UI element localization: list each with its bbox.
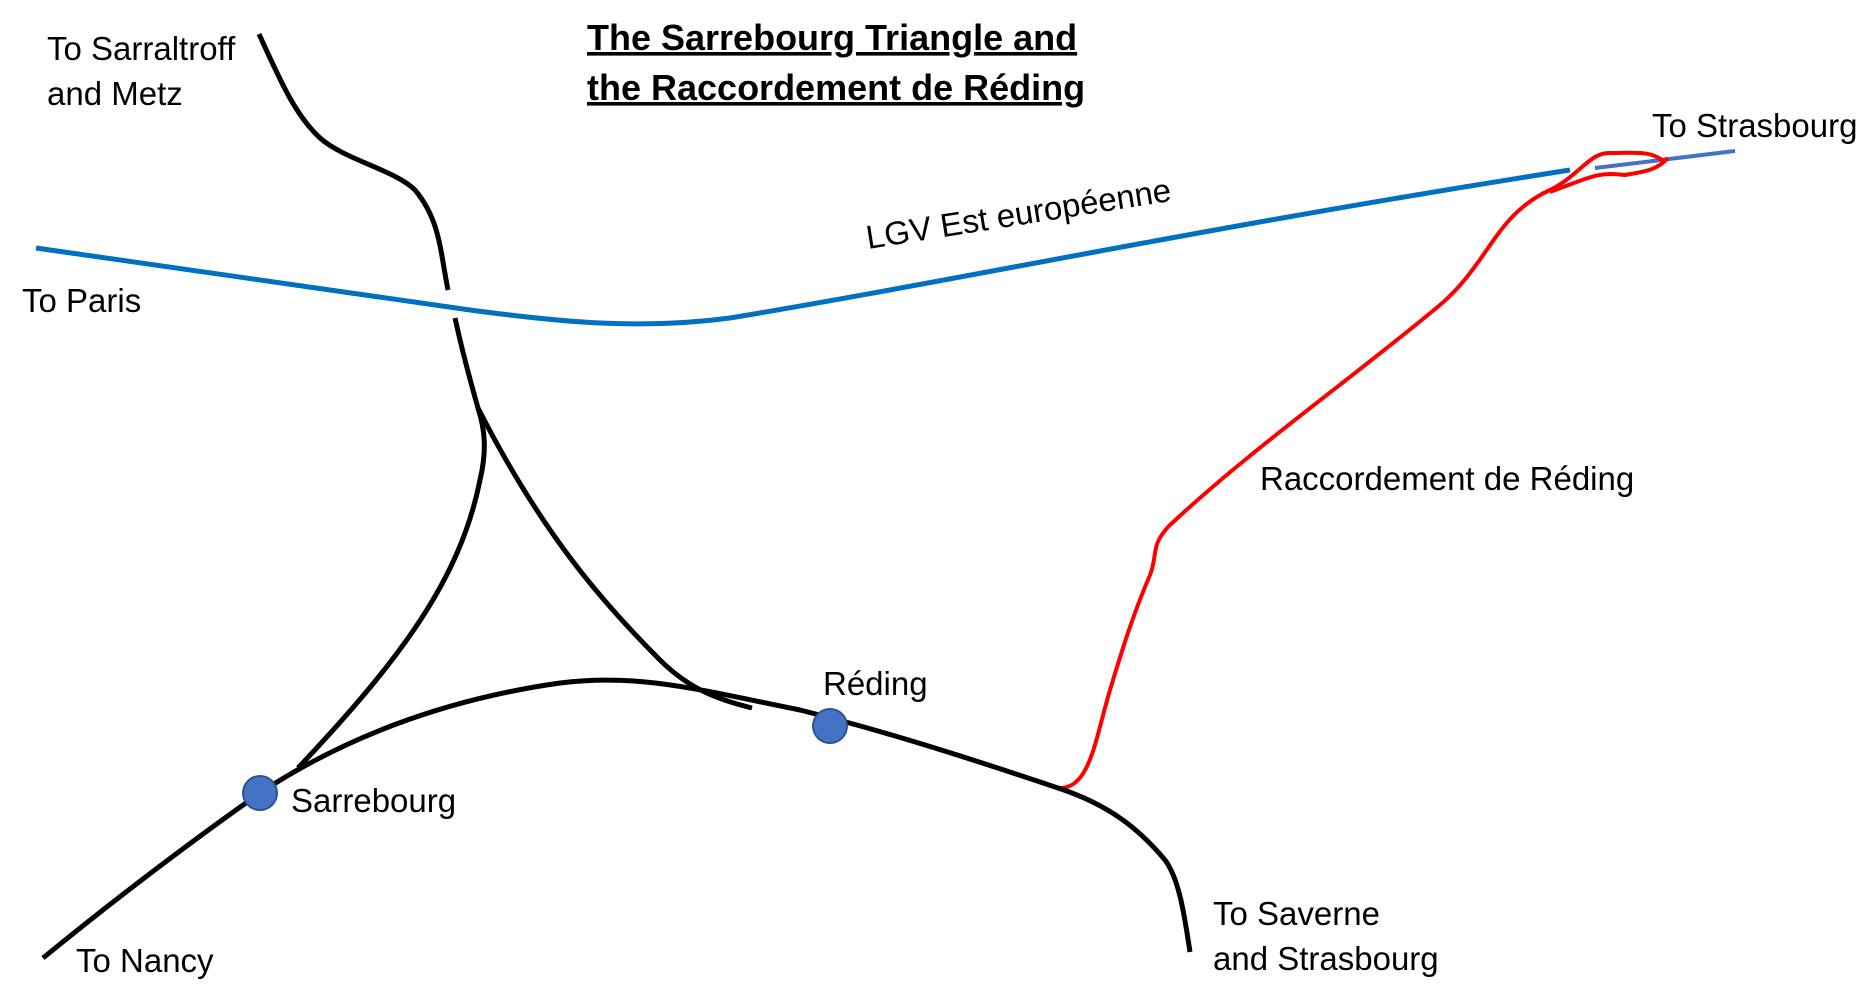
lgv-est-line xyxy=(35,167,1571,327)
label-to-sarraltroff: To Sarraltroff xyxy=(47,30,236,67)
sarrebourg-station-icon xyxy=(242,775,278,811)
label-to-strasbourg: To Strasbourg xyxy=(1652,107,1857,144)
triangle-east-chord xyxy=(475,406,753,711)
line-to-metz xyxy=(256,32,451,291)
label-to-saverne: To Saverne xyxy=(1213,895,1380,932)
label-sarrebourg: Sarrebourg xyxy=(291,782,456,819)
line-nancy-strasbourg xyxy=(41,677,1193,960)
label-reding: Réding xyxy=(823,665,928,702)
label-to-paris: To Paris xyxy=(22,282,141,319)
label-to-nancy: To Nancy xyxy=(76,942,214,979)
label-lgv-est: LGV Est européenne xyxy=(863,171,1173,256)
label-and-strasbourg: and Strasbourg xyxy=(1213,940,1439,977)
label-and-metz: and Metz xyxy=(47,75,183,112)
diagram-title-line2: the Raccordement de Réding xyxy=(587,67,1085,108)
reding-station-icon xyxy=(812,708,848,744)
diagram-title-line1: The Sarrebourg Triangle and xyxy=(587,17,1077,58)
raccordement-line xyxy=(1057,150,1670,791)
label-raccordement: Raccordement de Réding xyxy=(1260,460,1634,497)
line-metz-lower xyxy=(296,317,487,770)
